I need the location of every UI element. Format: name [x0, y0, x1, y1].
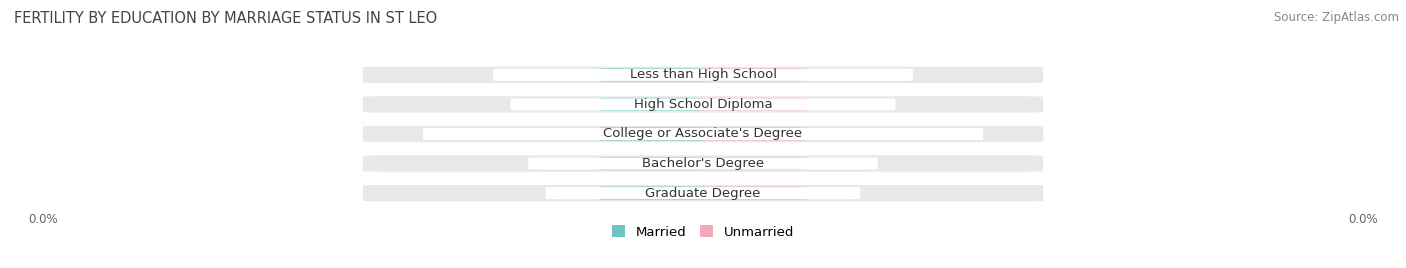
FancyBboxPatch shape	[546, 187, 860, 199]
FancyBboxPatch shape	[700, 98, 807, 111]
Text: 0.0%: 0.0%	[737, 128, 770, 140]
Text: 0.0%: 0.0%	[636, 157, 669, 170]
FancyBboxPatch shape	[599, 98, 706, 111]
FancyBboxPatch shape	[363, 125, 1043, 143]
Text: 0.0%: 0.0%	[636, 98, 669, 111]
Text: Graduate Degree: Graduate Degree	[645, 187, 761, 200]
Text: 0.0%: 0.0%	[737, 187, 770, 200]
Text: FERTILITY BY EDUCATION BY MARRIAGE STATUS IN ST LEO: FERTILITY BY EDUCATION BY MARRIAGE STATU…	[14, 11, 437, 26]
Text: 0.0%: 0.0%	[28, 213, 58, 226]
Text: Less than High School: Less than High School	[630, 68, 776, 81]
Text: 0.0%: 0.0%	[737, 68, 770, 81]
FancyBboxPatch shape	[599, 128, 706, 140]
Text: College or Associate's Degree: College or Associate's Degree	[603, 128, 803, 140]
FancyBboxPatch shape	[494, 69, 912, 81]
FancyBboxPatch shape	[423, 128, 983, 140]
FancyBboxPatch shape	[363, 155, 1043, 172]
Text: 0.0%: 0.0%	[1348, 213, 1378, 226]
FancyBboxPatch shape	[700, 187, 807, 200]
FancyBboxPatch shape	[599, 187, 706, 200]
Text: High School Diploma: High School Diploma	[634, 98, 772, 111]
FancyBboxPatch shape	[363, 66, 1043, 84]
FancyBboxPatch shape	[599, 68, 706, 81]
Text: 0.0%: 0.0%	[737, 157, 770, 170]
Legend: Married, Unmarried: Married, Unmarried	[607, 220, 799, 244]
FancyBboxPatch shape	[529, 158, 877, 170]
FancyBboxPatch shape	[510, 98, 896, 110]
Text: Source: ZipAtlas.com: Source: ZipAtlas.com	[1274, 11, 1399, 24]
FancyBboxPatch shape	[363, 184, 1043, 202]
Text: 0.0%: 0.0%	[636, 187, 669, 200]
FancyBboxPatch shape	[700, 68, 807, 81]
FancyBboxPatch shape	[700, 128, 807, 140]
Text: Bachelor's Degree: Bachelor's Degree	[643, 157, 763, 170]
FancyBboxPatch shape	[700, 157, 807, 170]
FancyBboxPatch shape	[599, 157, 706, 170]
Text: 0.0%: 0.0%	[636, 128, 669, 140]
FancyBboxPatch shape	[363, 96, 1043, 113]
Text: 0.0%: 0.0%	[737, 98, 770, 111]
Text: 0.0%: 0.0%	[636, 68, 669, 81]
